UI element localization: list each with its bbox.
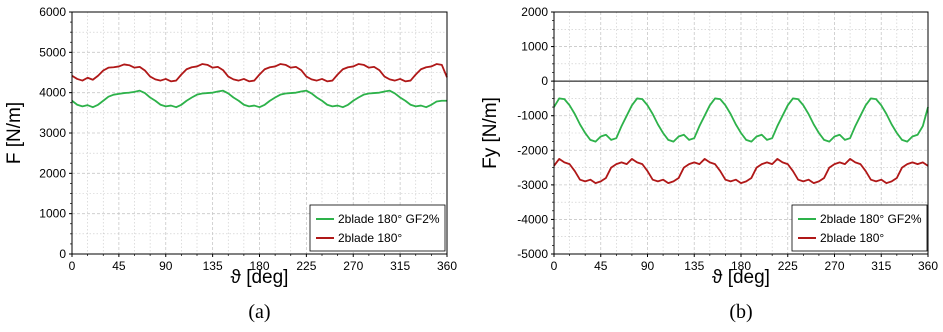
x-tick-label: 0 [69,259,76,273]
chart-panel-a: 0 1000 2000 3000 4000 5000 6000 0 45 90 135 180 225 2… [4,5,457,323]
y-tick-label: 4000 [39,86,66,100]
chart-panel-b: -5000 -4000 -3000 -2000 -1000 0 1000 2000 0 45 90 1… [480,5,938,323]
series-line-gf2 [553,97,929,143]
x-tick-label: 0 [551,259,558,273]
y-tick-label: -5000 [517,247,548,261]
x-tick-label: 360 [437,259,457,273]
series-line-plain [71,63,448,83]
legend-label: 2blade 180° [820,231,884,245]
legend-label: 2blade 180° GF2% [820,212,922,226]
y-tick-label: 5000 [39,45,66,59]
x-tick-label: 180 [249,259,269,273]
x-tick-label: 225 [778,259,798,273]
y-tick-label: 2000 [521,5,548,19]
legend-label: 2blade 180° [338,231,402,245]
legend-box [309,204,446,252]
legend: 2blade 180° GF2% 2blade 180° [309,204,446,252]
x-tick-label: 270 [343,259,363,273]
x-tick-label: 270 [824,259,844,273]
x-axis-label: ϑ [deg] [712,267,770,288]
series-line-gf2 [71,89,447,109]
y-tick-label: 0 [59,247,66,261]
x-tick-label: 45 [594,259,608,273]
y-tick-label: 1000 [39,207,66,221]
y-tick-label: 6000 [39,5,66,19]
x-tick-label: 90 [159,259,173,273]
major-grid [72,12,447,254]
y-tick-label: -1000 [517,109,548,123]
x-tick-label: 90 [641,259,655,273]
y-tick-label: -3000 [517,178,548,192]
panel-caption: (b) [729,301,752,323]
x-tick-label: 225 [296,259,316,273]
x-tick-label: 135 [203,259,223,273]
x-tick-label: 360 [918,259,938,273]
x-tick-label: 45 [112,259,126,273]
y-axis-label: F [N/m] [4,102,25,164]
y-tick-label: 3000 [39,126,66,140]
x-tick-label: 180 [731,259,751,273]
y-axis-label: Fy [N/m] [480,97,501,169]
legend: 2blade 180° GF2% 2blade 180° [791,204,928,252]
panel-caption: (a) [248,301,270,323]
y-tick-label: 1000 [521,40,548,54]
x-axis-label: ϑ [deg] [231,267,289,288]
y-tick-label: 0 [541,74,548,88]
x-tick-label: 315 [390,259,410,273]
x-tick-label: 135 [684,259,704,273]
legend-label: 2blade 180° GF2% [338,212,440,226]
y-tick-label: -2000 [517,143,548,157]
series-line-plain [553,158,929,185]
legend-box [791,204,928,252]
y-tick-label: 2000 [39,166,66,180]
x-tick-label: 315 [871,259,891,273]
y-tick-label: -4000 [517,212,548,226]
